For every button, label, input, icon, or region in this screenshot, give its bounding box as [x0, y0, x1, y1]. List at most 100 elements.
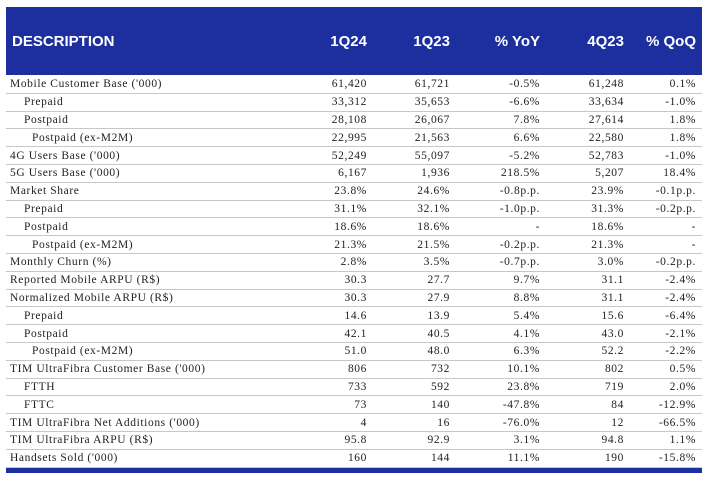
- cell-qoq: 18.4%: [630, 164, 702, 183]
- table-row: Reported Mobile ARPU (R$) 30.3 27.7 9.7% 31.…: [6, 271, 702, 290]
- table-row: FTTC 73 140 -47.8% 84 -12.9%: [6, 395, 702, 415]
- cell-q1-23: 26,067: [373, 111, 456, 130]
- cell-description: TIM UltraFibra Net Additions ('000): [6, 413, 283, 432]
- cell-qoq: 1.8%: [630, 128, 702, 148]
- cell-description: Prepaid: [6, 306, 283, 326]
- header-1q24: 1Q24: [330, 32, 367, 50]
- cell-q1-23: 21.5%: [373, 235, 456, 254]
- cell-q1-24: 28,108: [283, 111, 373, 130]
- cell-q1-23: 16: [373, 413, 456, 432]
- cell-qoq: -2.2%: [630, 342, 702, 361]
- cell-q1-24: 95.8: [283, 431, 373, 450]
- cell-q1-23: 592: [373, 378, 456, 397]
- cell-q4-23: 61,248: [546, 76, 630, 94]
- kpi-table: Mobile Customer Base ('000) 61,420 61,721-…: [6, 76, 702, 468]
- table-row: 4G Users Base ('000) 52,249 55,097 -5.2% 52,…: [6, 146, 702, 165]
- header-4q23: 4Q23: [587, 32, 624, 50]
- cell-description: TIM UltraFibra Customer Base ('000): [6, 360, 283, 379]
- cell-qoq: -2.4%: [630, 289, 702, 308]
- cell-qoq: -6.4%: [630, 306, 702, 326]
- cell-q1-23: 140: [373, 395, 456, 415]
- cell-q1-24: 806: [283, 360, 373, 379]
- table-header: DESCRIPTION 1Q24 1Q23 % YoY 4Q23 % QoQ: [6, 7, 702, 75]
- cell-yoy: 5.4%: [456, 306, 546, 326]
- cell-qoq: 2.0%: [630, 378, 702, 397]
- cell-yoy: -0.5%: [456, 76, 546, 94]
- cell-description: Prepaid: [6, 93, 283, 112]
- cell-q1-23: 61,721: [373, 76, 456, 94]
- cell-yoy: 6.6%: [456, 128, 546, 148]
- cell-q1-24: 31.1%: [283, 200, 373, 219]
- cell-qoq: -0.2p.p.: [630, 253, 702, 272]
- cell-q1-24: 21.3%: [283, 235, 373, 254]
- table-row: FTTH 733 592 23.8% 719 2.0%: [6, 378, 702, 397]
- cell-q4-23: 31.1: [546, 271, 630, 290]
- cell-yoy: 7.8%: [456, 111, 546, 130]
- cell-q1-23: 35,653: [373, 93, 456, 112]
- cell-qoq: 0.5%: [630, 360, 702, 379]
- cell-q4-23: 5,207: [546, 164, 630, 183]
- header-yoy: % YoY: [494, 32, 540, 50]
- cell-description: Market Share: [6, 182, 283, 201]
- cell-q4-23: 12: [546, 413, 630, 432]
- cell-yoy: 11.1%: [456, 449, 546, 468]
- table-row: Monthly Churn (%) 2.8% 3.5% -0.7p.p. 3.0% -0.…: [6, 253, 702, 272]
- cell-qoq: -1.0%: [630, 146, 702, 165]
- cell-q1-24: 23.8%: [283, 182, 373, 201]
- cell-q1-24: 160: [283, 449, 373, 468]
- cell-q4-23: 802: [546, 360, 630, 379]
- cell-yoy: 10.1%: [456, 360, 546, 379]
- cell-yoy: 6.3%: [456, 342, 546, 361]
- cell-q1-23: 92.9: [373, 431, 456, 450]
- cell-q1-24: 733: [283, 378, 373, 397]
- table-row: Postpaid 42.1 40.5 4.1% 43.0 -2.1%: [6, 324, 702, 343]
- cell-yoy: -6.6%: [456, 93, 546, 112]
- cell-qoq: -0.1p.p.: [630, 182, 702, 201]
- cell-description: Handsets Sold ('000): [6, 449, 283, 468]
- cell-description: Monthly Churn (%): [6, 253, 283, 272]
- cell-qoq: -0.2p.p.: [630, 200, 702, 219]
- cell-q1-23: 21,563: [373, 128, 456, 148]
- cell-q1-23: 27.7: [373, 271, 456, 290]
- cell-description: Normalized Mobile ARPU (R$): [6, 289, 283, 308]
- cell-q4-23: 52,783: [546, 146, 630, 165]
- cell-q4-23: 21.3%: [546, 235, 630, 254]
- table-row: Handsets Sold ('000) 160 144 11.1% 190 -15.8%: [6, 449, 702, 468]
- cell-description: Reported Mobile ARPU (R$): [6, 271, 283, 290]
- cell-yoy: 9.7%: [456, 271, 546, 290]
- table-row: TIM UltraFibra Net Additions ('000) 4 16 -7…: [6, 413, 702, 432]
- cell-q4-23: 22,580: [546, 128, 630, 148]
- table-row: TIM UltraFibra ARPU (R$) 95.8 92.9 3.1% 94.8…: [6, 431, 702, 450]
- cell-q4-23: 31.1: [546, 289, 630, 308]
- cell-q1-24: 52,249: [283, 146, 373, 165]
- cell-q1-23: 55,097: [373, 146, 456, 165]
- cell-q4-23: 3.0%: [546, 253, 630, 272]
- cell-qoq: -2.4%: [630, 271, 702, 290]
- cell-description: 4G Users Base ('000): [6, 146, 283, 165]
- cell-qoq: -: [630, 235, 702, 254]
- cell-qoq: -2.1%: [630, 324, 702, 343]
- cell-q1-24: 30.3: [283, 271, 373, 290]
- cell-description: FTTC: [6, 395, 283, 415]
- cell-q1-24: 30.3: [283, 289, 373, 308]
- table-row: Prepaid 14.6 13.9 5.4% 15.6 -6.4%: [6, 306, 702, 326]
- cell-description: Postpaid: [6, 217, 283, 237]
- table-row: Postpaid (ex-M2M) 51.0 48.0 6.3% 52.2 -2.2%: [6, 342, 702, 361]
- cell-yoy: -0.7p.p.: [456, 253, 546, 272]
- table-row: Normalized Mobile ARPU (R$) 30.3 27.9 8.8% 3…: [6, 289, 702, 308]
- table-row: Postpaid (ex-M2M) 22,995 21,563 6.6% 22,580 1…: [6, 128, 702, 148]
- cell-description: Postpaid (ex-M2M): [6, 128, 283, 148]
- cell-q4-23: 31.3%: [546, 200, 630, 219]
- cell-q1-23: 48.0: [373, 342, 456, 361]
- cell-qoq: 1.1%: [630, 431, 702, 450]
- cell-q4-23: 719: [546, 378, 630, 397]
- cell-q1-23: 32.1%: [373, 200, 456, 219]
- table-row: Prepaid 31.1% 32.1% -1.0p.p. 31.3% -0.2p.p.: [6, 200, 702, 219]
- cell-qoq: -12.9%: [630, 395, 702, 415]
- cell-description: Postpaid: [6, 324, 283, 343]
- cell-q1-24: 22,995: [283, 128, 373, 148]
- cell-yoy: -0.8p.p.: [456, 182, 546, 201]
- cell-yoy: 8.8%: [456, 289, 546, 308]
- cell-q4-23: 18.6%: [546, 217, 630, 237]
- cell-q1-23: 732: [373, 360, 456, 379]
